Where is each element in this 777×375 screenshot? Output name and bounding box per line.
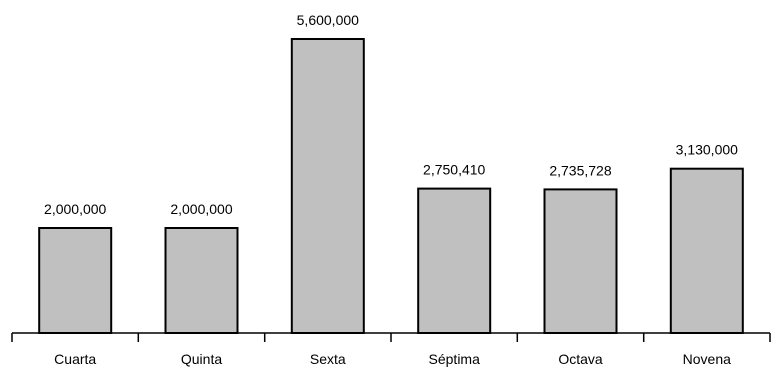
bar-sexta (290, 38, 365, 334)
x-tick-label-quinta: Quinta (181, 351, 222, 367)
bar-octava (543, 188, 618, 334)
x-axis-ticks-group (11, 333, 771, 342)
x-tick-label-sexta: Sexta (310, 351, 346, 367)
data-labels-group: 2,000,000 2,000,000 5,600,000 2,750,410 2,73… (44, 12, 738, 217)
bar-novena (669, 167, 744, 334)
bar-quinta (164, 227, 239, 334)
bar-cuarta (38, 227, 113, 334)
bar-septima (417, 187, 492, 334)
x-axis-tick-labels-group: Cuarta Quinta Sexta Séptima Octava Novena (54, 351, 731, 367)
x-tick-label-septima: Séptima (429, 351, 481, 367)
data-label-cuarta: 2,000,000 (44, 201, 106, 217)
data-label-quinta: 2,000,000 (170, 201, 232, 217)
x-tick-label-octava: Octava (558, 351, 603, 367)
x-tick-label-novena: Novena (683, 351, 731, 367)
data-label-sexta: 5,600,000 (297, 12, 359, 28)
x-tick-label-cuarta: Cuarta (54, 351, 96, 367)
data-label-octava: 2,735,728 (549, 162, 611, 178)
data-label-septima: 2,750,410 (423, 162, 485, 178)
data-label-novena: 3,130,000 (676, 142, 738, 158)
bars-group (38, 38, 744, 334)
